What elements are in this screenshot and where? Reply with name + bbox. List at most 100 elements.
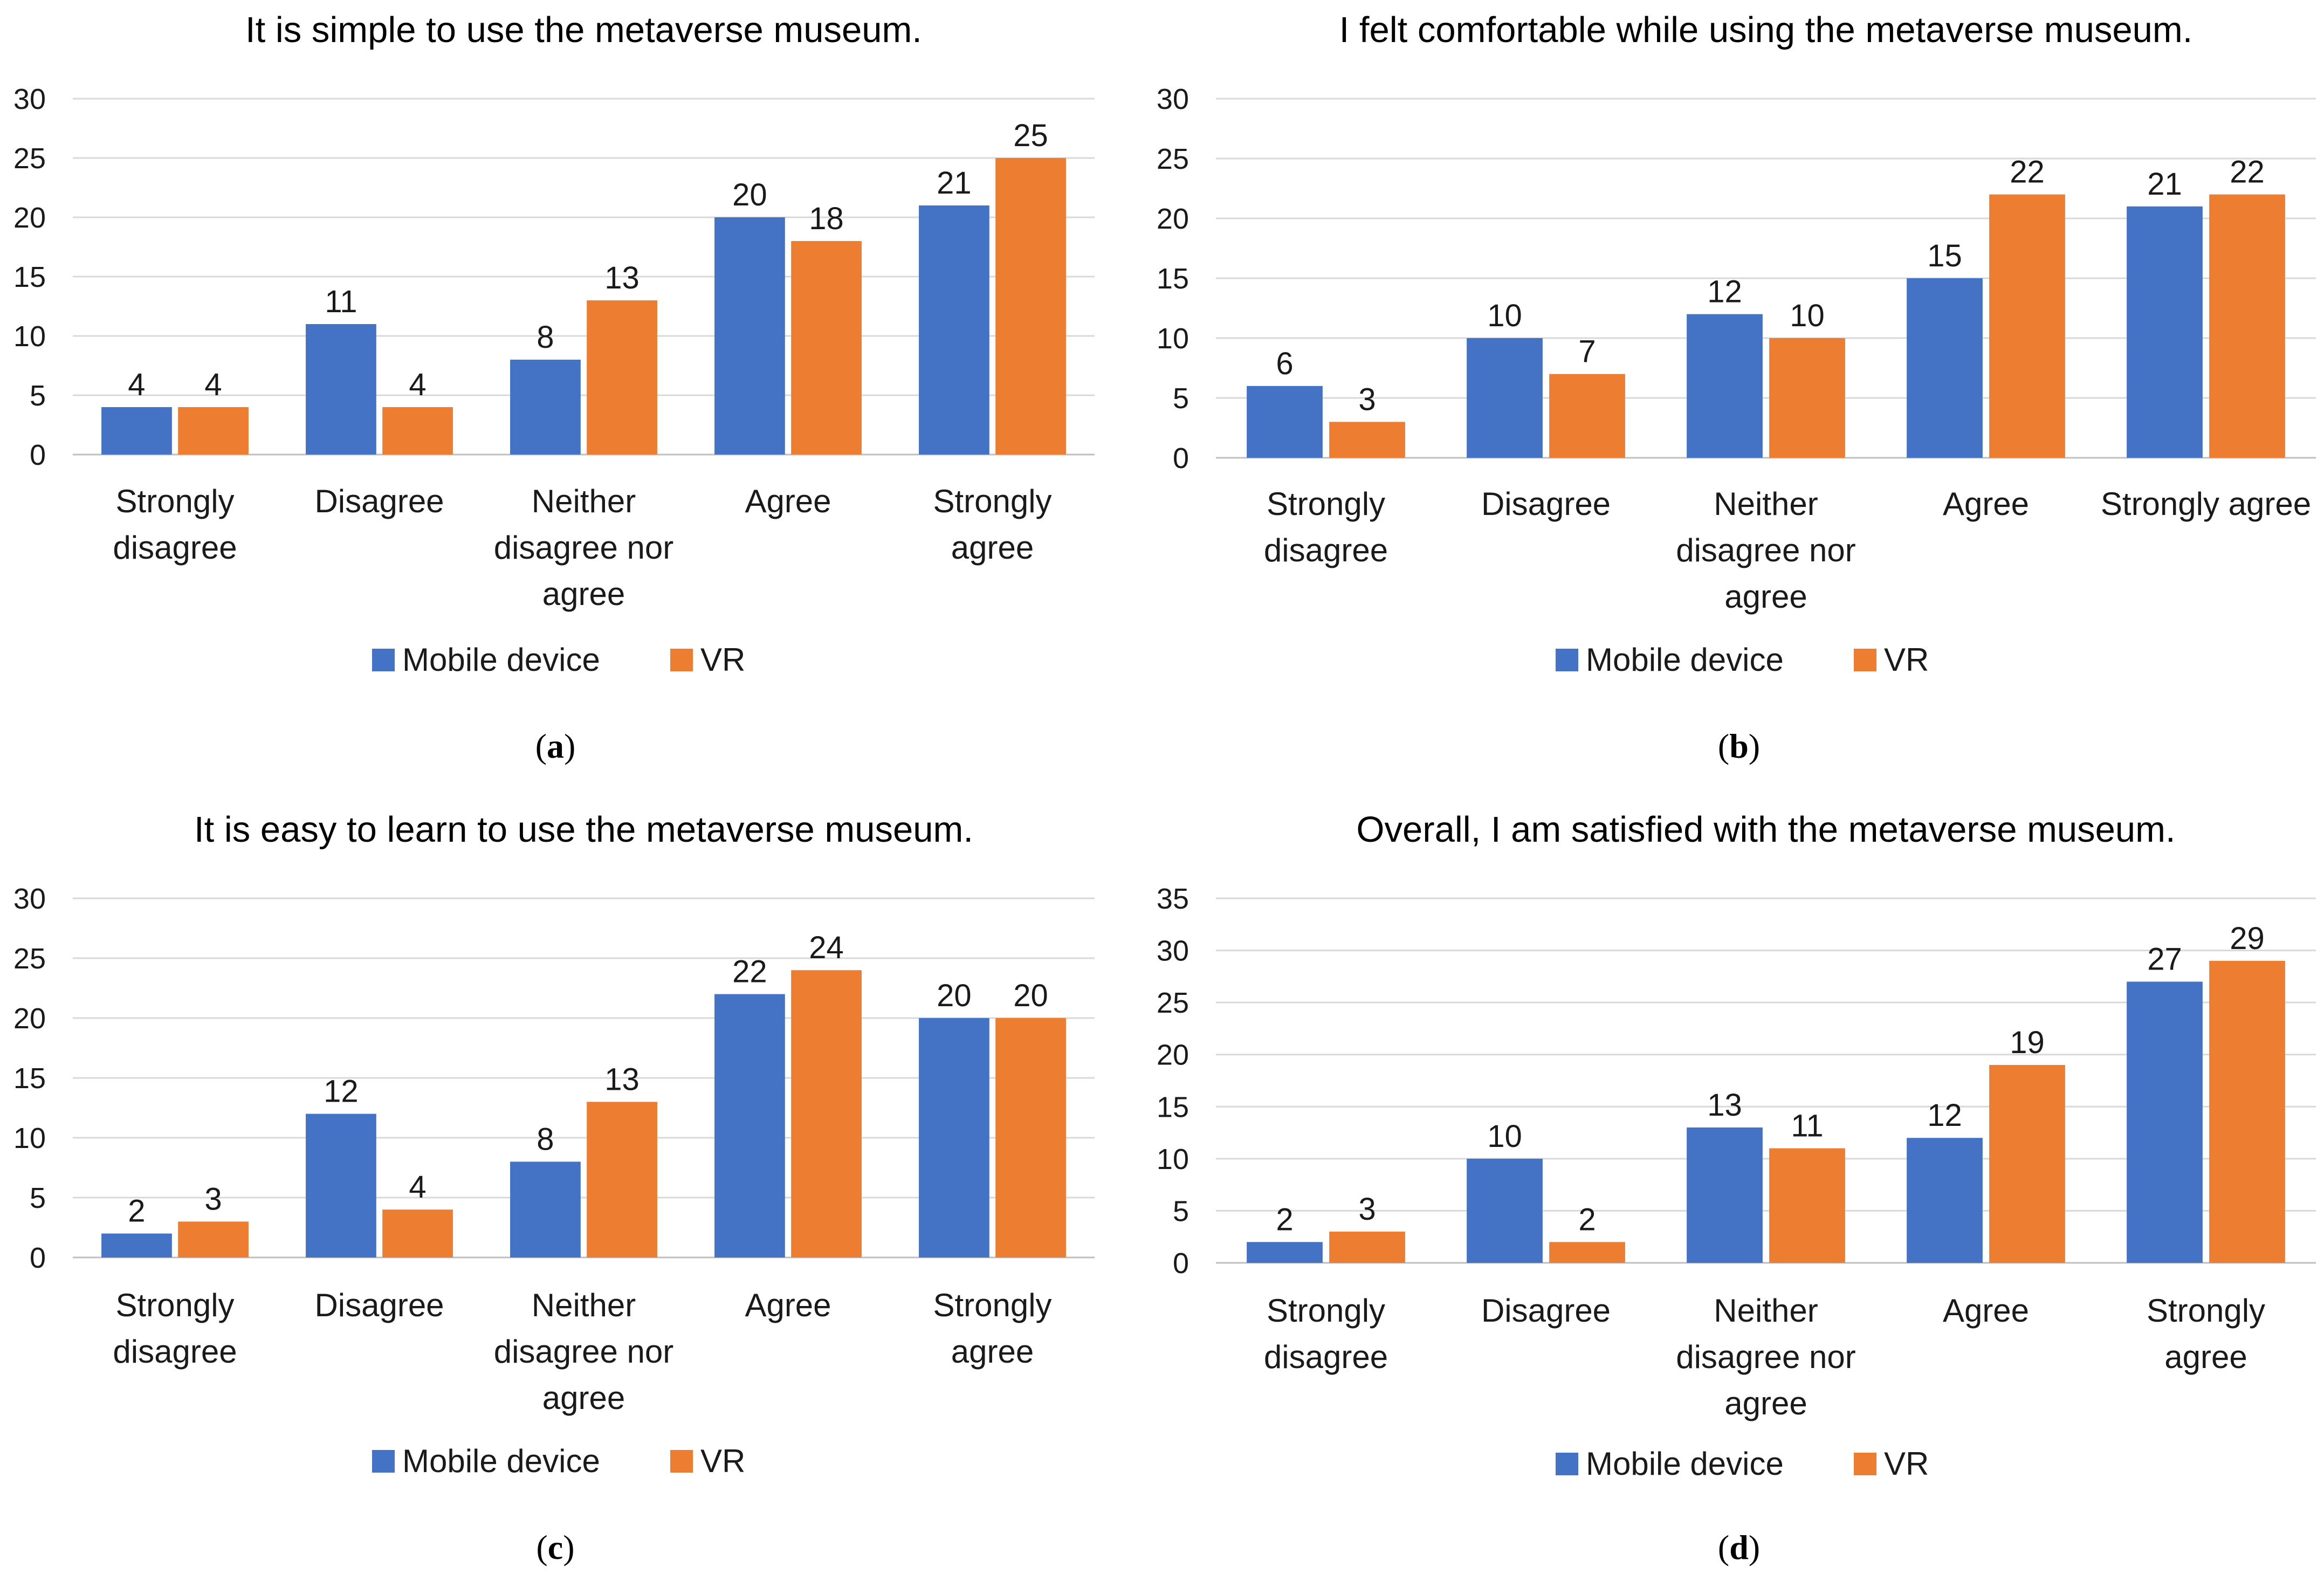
x-category-label: Disagree	[1481, 1293, 1611, 1329]
data-label-mobile: 10	[1487, 1119, 1522, 1154]
chart-title: It is simple to use the metaverse museum…	[245, 10, 922, 50]
y-tick-label: 30	[13, 83, 46, 115]
bar-mobile	[1467, 338, 1543, 458]
x-category-label-line: agree	[951, 1333, 1034, 1370]
x-category-label: Agree	[1943, 1293, 2029, 1329]
bar-vr	[178, 1221, 249, 1257]
x-category-label-line: disagree nor	[494, 1333, 674, 1370]
legend-swatch-mobile	[1556, 1453, 1578, 1475]
x-category-label-line: Disagree	[314, 1287, 444, 1323]
bar-vr	[1769, 1148, 1845, 1263]
x-category-label: Strongly agree	[2147, 1293, 2265, 1375]
panel-caption-letter: b	[1729, 727, 1749, 765]
data-label-vr: 13	[604, 1062, 640, 1097]
x-category-label: Disagree	[314, 483, 444, 519]
x-category-label: Neither disagree nor agree	[1676, 486, 1856, 615]
x-category-label-line: Strongly	[933, 1287, 1051, 1323]
data-label-mobile: 22	[732, 954, 767, 989]
x-category-label-line: Agree	[745, 483, 831, 519]
bar-mobile	[919, 205, 989, 455]
y-tick-label: 35	[1157, 883, 1189, 915]
x-category-label-line: Strongly	[2147, 1293, 2265, 1329]
x-category-label-line: agree	[1724, 1385, 1807, 1421]
legend-label-mobile: Mobile device	[402, 1443, 600, 1479]
bar-vr	[791, 241, 862, 455]
legend: Mobile device VR	[372, 1443, 745, 1479]
legend-label-vr: VR	[700, 642, 745, 678]
bar-vr	[995, 158, 1066, 455]
bar-mobile	[1467, 1158, 1543, 1263]
bar-vr	[382, 407, 453, 455]
chart-panel-b: I felt comfortable while using the metav…	[1157, 0, 2324, 790]
y-tick-label: 15	[13, 1062, 46, 1095]
bar-vr	[1769, 338, 1845, 458]
bar-vr	[1989, 194, 2065, 458]
x-category-label-line: disagree	[1264, 532, 1388, 568]
legend-label-vr: VR	[1884, 1446, 1929, 1482]
chart-panel-c: It is easy to learn to use the metaverse…	[0, 790, 1162, 1581]
bar-mobile	[510, 1161, 581, 1257]
x-category-label: Disagree	[1481, 486, 1611, 522]
data-label-vr: 11	[1791, 1109, 1823, 1144]
panel-caption-letter: c	[548, 1528, 563, 1566]
y-tick-label: 0	[1173, 442, 1189, 475]
data-label-mobile: 6	[1276, 346, 1293, 381]
data-label-mobile: 2	[1276, 1202, 1293, 1237]
data-label-vr: 29	[2230, 921, 2265, 956]
data-label-mobile: 21	[2147, 167, 2182, 202]
data-label-mobile: 12	[1927, 1098, 1962, 1133]
x-category-label-line: Strongly	[1267, 486, 1385, 522]
bar-mobile	[714, 994, 785, 1257]
data-label-vr: 24	[809, 930, 844, 965]
data-label-mobile: 12	[324, 1074, 359, 1109]
data-label-vr: 7	[1578, 334, 1596, 369]
y-tick-label: 0	[30, 439, 46, 471]
x-category-label-line: agree	[542, 576, 625, 612]
chart-c: It is easy to learn to use the metaverse…	[13, 809, 1095, 1566]
x-category-label-line: disagree	[1264, 1339, 1388, 1375]
legend-label-vr: VR	[1884, 642, 1929, 678]
x-category-label: Strongly agree	[933, 483, 1051, 566]
y-tick-label: 5	[30, 380, 46, 412]
bar-vr	[1549, 1242, 1625, 1263]
data-label-mobile: 2	[128, 1194, 145, 1229]
y-tick-label: 20	[1157, 1039, 1189, 1071]
y-tick-label: 10	[1157, 322, 1189, 355]
x-category-label: Agree	[745, 483, 831, 519]
data-label-mobile: 15	[1927, 238, 1962, 273]
y-tick-label: 25	[13, 943, 46, 975]
y-tick-label: 10	[13, 1122, 46, 1154]
data-label-vr: 19	[2010, 1025, 2045, 1060]
data-label-vr: 3	[1358, 1192, 1376, 1227]
x-category-label: Disagree	[314, 1287, 444, 1323]
data-label-mobile: 11	[325, 284, 357, 319]
x-category-label: Strongly disagree	[113, 483, 237, 566]
y-tick-label: 25	[1157, 143, 1189, 175]
bar-mobile	[1687, 1127, 1763, 1263]
data-label-vr: 2	[1578, 1202, 1596, 1237]
chart-a: It is simple to use the metaverse museum…	[13, 10, 1095, 765]
bar-mobile	[101, 1233, 172, 1257]
x-category-label-line: Strongly	[1267, 1293, 1385, 1329]
x-category-label-line: Agree	[745, 1287, 831, 1323]
data-label-vr: 18	[809, 201, 844, 236]
y-tick-label: 15	[13, 261, 46, 293]
data-label-mobile: 10	[1487, 298, 1522, 333]
bar-vr	[2209, 194, 2285, 458]
y-tick-label: 30	[1157, 935, 1189, 967]
data-label-mobile: 4	[128, 367, 145, 402]
y-tick-label: 30	[1157, 83, 1189, 115]
legend: Mobile device VR	[1556, 642, 1929, 678]
chart-panel-a: It is simple to use the metaverse museum…	[0, 0, 1162, 790]
panel-caption: (d)	[1718, 1528, 1760, 1566]
legend-label-mobile: Mobile device	[402, 642, 600, 678]
bar-vr	[1989, 1065, 2065, 1263]
x-category-label: Strongly disagree	[1264, 486, 1388, 568]
chart-title: It is easy to learn to use the metaverse…	[194, 809, 973, 850]
x-category-label-line: Strongly	[115, 1287, 234, 1323]
bar-mobile	[101, 407, 172, 455]
x-category-label-line: disagree nor	[1676, 532, 1856, 568]
bar-mobile	[2127, 206, 2203, 458]
x-category-label: Strongly agree	[933, 1287, 1051, 1370]
data-label-vr: 10	[1790, 298, 1825, 333]
